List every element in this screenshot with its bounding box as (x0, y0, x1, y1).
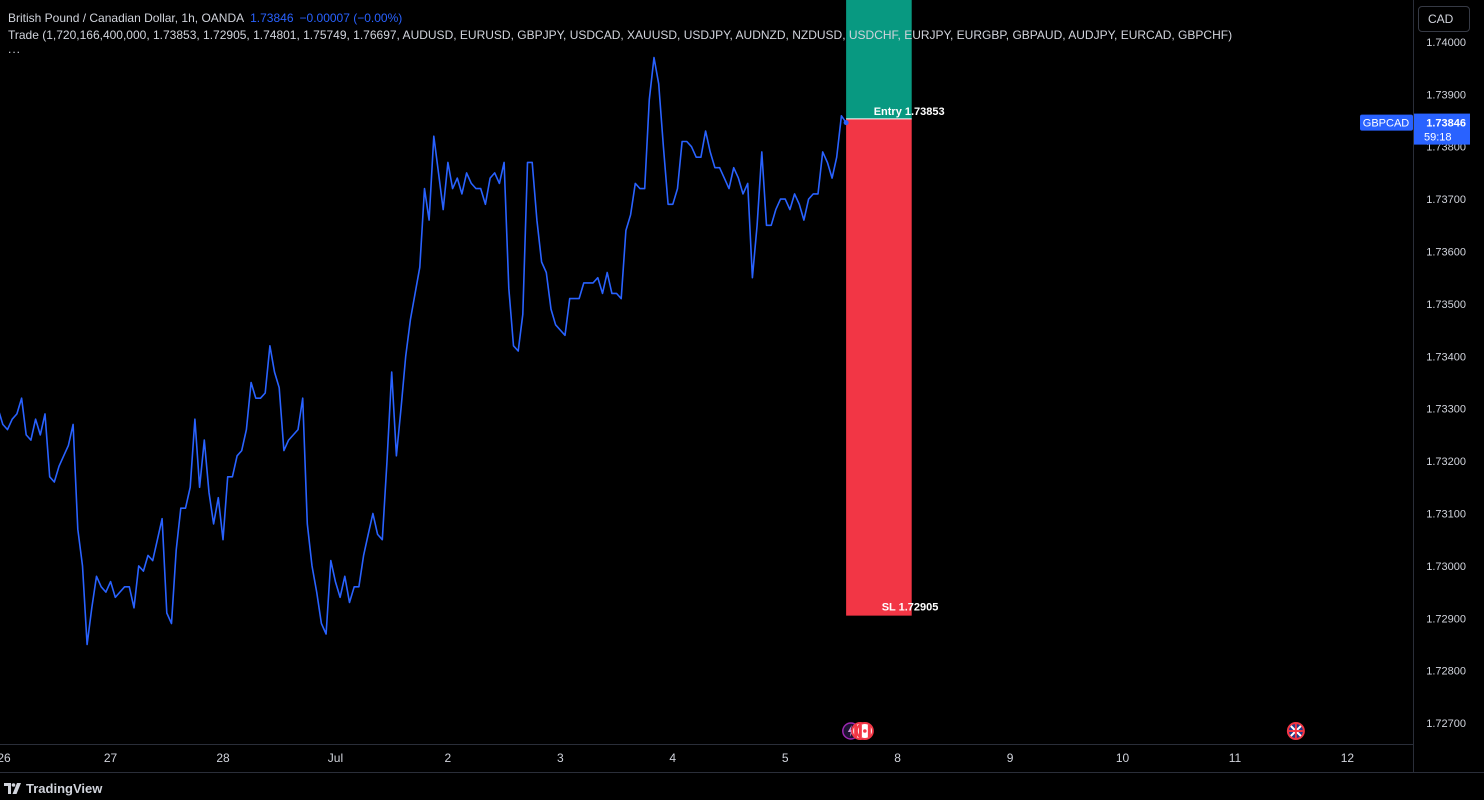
brand-label: TradingView (26, 781, 103, 796)
stop-loss-zone[interactable] (846, 118, 912, 616)
x-tick-label: 26 (0, 751, 11, 765)
y-tick-label: 1.72700 (1426, 718, 1466, 730)
flag-leaf (863, 729, 867, 733)
y-tick-label: 1.73200 (1426, 456, 1466, 468)
y-tick-label: 1.73500 (1426, 299, 1466, 311)
x-tick-label: 2 (445, 751, 452, 765)
take-profit-zone[interactable] (846, 0, 912, 119)
last-price-point (843, 120, 849, 126)
y-tick-label: 1.74000 (1426, 37, 1466, 49)
x-tick-label: 12 (1341, 751, 1355, 765)
x-tick-label: 9 (1007, 751, 1014, 765)
y-tick-label: 1.73800 (1426, 142, 1466, 154)
y-tick-label: 1.72800 (1426, 666, 1466, 678)
entry-label: Entry 1.73853 (874, 106, 945, 118)
x-tick-label: 11 (1229, 751, 1242, 765)
indicator-legend[interactable]: Trade (1,720,166,400,000, 1.73853, 1.729… (8, 28, 1233, 42)
flag-stripe (858, 725, 862, 737)
x-tick-label: Jul (328, 751, 343, 765)
price-line[interactable] (0, 56, 847, 646)
symbol-tag-label: GBPCAD (1363, 118, 1410, 130)
legend-more-button[interactable]: ... (8, 42, 22, 56)
chart-canvas[interactable]: Entry 1.73853 SL 1.72905 1.74000 1.73900 1.7… (0, 0, 1484, 772)
footer-bar (0, 772, 1484, 800)
y-tick-label: 1.73100 (1426, 508, 1466, 520)
x-tick-label: 3 (557, 751, 564, 765)
flag-stripe (867, 725, 871, 737)
y-tick-label: 1.72900 (1426, 613, 1466, 625)
flag-stripe (854, 725, 858, 737)
y-tick-label: 1.73300 (1426, 404, 1466, 416)
symbol-tag (1360, 114, 1413, 131)
legend-price: 1.73846 (250, 11, 294, 25)
y-tick-label: 1.73600 (1426, 246, 1466, 258)
legend-change: −0.00007 (−0.00%) (299, 11, 403, 25)
x-tick-label: 8 (894, 751, 901, 765)
y-tick-label: 1.73400 (1426, 351, 1466, 363)
y-tick-label: 1.73000 (1426, 561, 1466, 573)
flag-cross (1288, 724, 1303, 738)
price-axis-separator (1413, 0, 1414, 772)
tradingview-logo[interactable]: TradingView (4, 781, 102, 796)
x-tick-label: 28 (216, 751, 230, 765)
countdown-label: 59:18 (1424, 132, 1452, 144)
time-axis-separator (0, 744, 1413, 745)
sl-label: SL 1.72905 (882, 602, 939, 614)
currency-button[interactable]: CAD (1418, 6, 1470, 32)
y-tick-label: 1.73700 (1426, 194, 1466, 206)
symbol-title[interactable]: British Pound / Canadian Dollar, 1h, OAN… (8, 11, 245, 25)
x-tick-label: 5 (782, 751, 789, 765)
y-tick-label: 1.73900 (1426, 89, 1466, 101)
last-price-label: 1.73846 (1426, 118, 1466, 130)
x-tick-label: 4 (669, 751, 676, 765)
last-price-badge (1414, 113, 1470, 145)
tradingview-icon (4, 783, 21, 794)
x-tick-label: 27 (104, 751, 118, 765)
lightning-glyph (847, 725, 854, 737)
x-tick-label: 10 (1116, 751, 1130, 765)
chart-legend: British Pound / Canadian Dollar, 1h, OAN… (8, 10, 1233, 56)
